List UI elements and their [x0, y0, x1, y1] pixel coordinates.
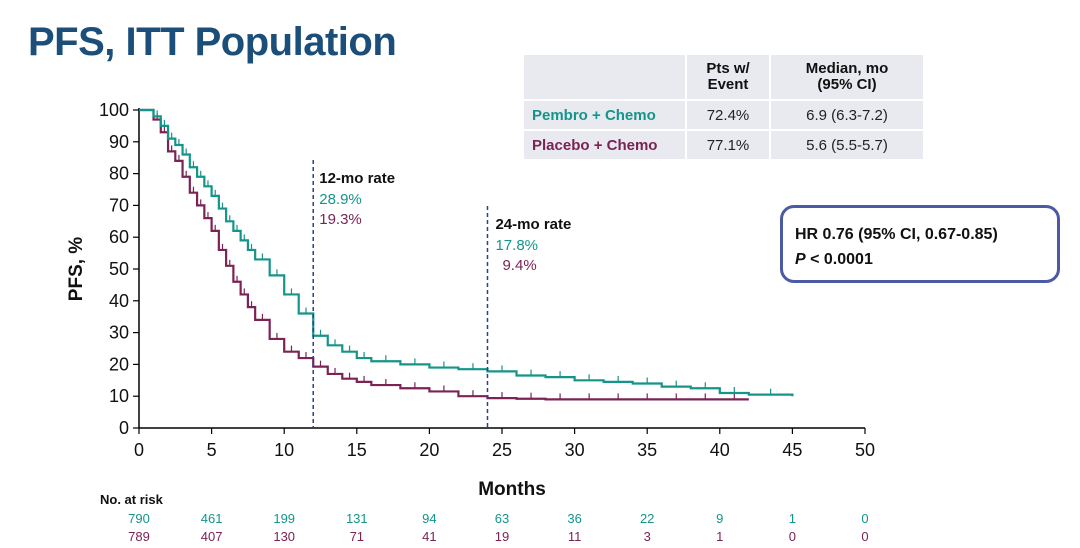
risk-count-pembro: 131 [346, 511, 368, 526]
chart-annotations: 12-mo rate 28.9% 19.3% 24-mo rate 17.8% 9.4% [312, 160, 571, 428]
x-tick-label: 15 [347, 440, 367, 460]
risk-count-pembro: 36 [567, 511, 581, 526]
km-curve-pembro [139, 108, 794, 397]
x-tick-label: 0 [134, 440, 144, 460]
y-tick-label: 40 [109, 291, 129, 311]
y-tick-label: 30 [109, 323, 129, 343]
y-tick-label: 20 [109, 354, 129, 374]
chart-axes: 0 5 10 15 20 25 30 35 40 45 50 0 10 20 30 40 50 60 70 80 90 1… [66, 100, 875, 500]
risk-count-placebo: 41 [422, 529, 436, 544]
y-axis-label: PFS, % [66, 237, 87, 302]
y-tick-label: 60 [109, 227, 129, 247]
y-tick-label: 100 [99, 100, 129, 120]
risk-count-pembro: 94 [422, 511, 436, 526]
risk-count-pembro: 63 [495, 511, 509, 526]
summary-table: Pts w/Event Median, mo (95% CI) Pembro + … [522, 53, 925, 161]
rate-label: 24-mo rate [495, 216, 571, 233]
x-tick-label: 35 [637, 440, 657, 460]
risk-count-placebo: 11 [568, 529, 582, 544]
x-tick-label: 10 [274, 440, 294, 460]
x-tick-label: 45 [782, 440, 802, 460]
risk-count-placebo: 789 [128, 529, 150, 544]
risk-count-placebo: 71 [350, 529, 364, 544]
y-tick-label: 90 [109, 132, 129, 152]
p-value-line: P < 0.0001 [795, 247, 1045, 272]
p-label: P [795, 251, 806, 268]
y-tick-label: 70 [109, 195, 129, 215]
summary-header-arm [524, 55, 685, 99]
risk-count-placebo: 0 [861, 529, 868, 544]
risk-table: No. at risk 790 461 199 131 94 63 36 22 9 1 0 789 407… [100, 492, 869, 544]
risk-count-pembro: 9 [716, 511, 723, 526]
summary-header-median: Median, mo (95% CI) [771, 55, 923, 99]
risk-table-label: No. at risk [100, 492, 164, 507]
summary-header-event: Pts w/Event [687, 55, 769, 99]
x-tick-label: 40 [710, 440, 730, 460]
risk-count-pembro: 790 [128, 511, 150, 526]
risk-count-pembro: 199 [273, 511, 295, 526]
y-tick-label: 50 [109, 259, 129, 279]
risk-count-pembro: 1 [789, 511, 796, 526]
risk-count-placebo: 0 [789, 529, 796, 544]
risk-count-pembro: 22 [640, 511, 654, 526]
x-tick-label: 25 [492, 440, 512, 460]
summary-header-row: Pts w/Event Median, mo (95% CI) [524, 55, 923, 99]
chart-curves [139, 108, 794, 401]
risk-count-placebo: 3 [644, 529, 651, 544]
x-tick-label: 20 [419, 440, 439, 460]
x-tick-label: 50 [855, 440, 875, 460]
median-placebo: 5.6 (5.5-5.7) [771, 131, 923, 159]
arm-label-pembro: Pembro + Chemo [524, 101, 685, 129]
risk-count-pembro: 0 [861, 511, 868, 526]
summary-row-placebo: Placebo + Chemo 77.1% 5.6 (5.5-5.7) [524, 131, 923, 159]
rate-value-placebo: 9.4% [502, 257, 536, 274]
hazard-ratio-text: HR 0.76 (95% CI, 0.67-0.85) [795, 226, 998, 243]
y-tick-label: 0 [119, 418, 129, 438]
event-pembro: 72.4% [687, 101, 769, 129]
rate-label: 12-mo rate [319, 170, 395, 187]
arm-label-placebo: Placebo + Chemo [524, 131, 685, 159]
event-placebo: 77.1% [687, 131, 769, 159]
km-curve-placebo [139, 108, 749, 401]
summary-row-pembro: Pembro + Chemo 72.4% 6.9 (6.3-7.2) [524, 101, 923, 129]
x-tick-label: 5 [207, 440, 217, 460]
rate-value-pembro: 28.9% [319, 191, 362, 208]
y-tick-label: 80 [109, 164, 129, 184]
rate-value-placebo: 19.3% [319, 211, 362, 228]
median-pembro: 6.9 (6.3-7.2) [771, 101, 923, 129]
y-tick-label: 10 [109, 386, 129, 406]
risk-count-placebo: 1 [716, 529, 723, 544]
risk-count-placebo: 19 [495, 529, 509, 544]
hazard-ratio-box: HR 0.76 (95% CI, 0.67-0.85) P < 0.0001 [780, 205, 1060, 283]
x-axis-label: Months [478, 479, 546, 500]
rate-value-pembro: 17.8% [495, 237, 538, 254]
risk-count-placebo: 130 [273, 529, 295, 544]
x-tick-label: 30 [565, 440, 585, 460]
risk-count-placebo: 407 [201, 529, 223, 544]
p-value: < 0.0001 [805, 251, 873, 268]
risk-count-pembro: 461 [201, 511, 223, 526]
page-title: PFS, ITT Population [28, 20, 397, 64]
